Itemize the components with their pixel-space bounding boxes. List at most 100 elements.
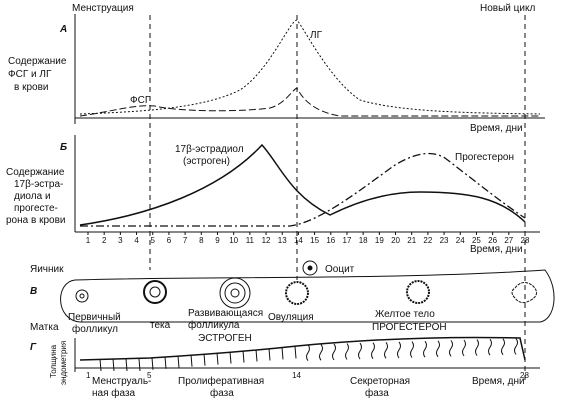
day-label: 11: [246, 236, 255, 245]
y-label: 17β-эстра-: [14, 179, 63, 190]
day-label: 12: [262, 236, 271, 245]
follicle: [143, 280, 167, 304]
day-label: 13: [278, 236, 287, 245]
gland: [99, 358, 102, 372]
fsh-curve: [79, 87, 540, 117]
gland: [332, 343, 336, 361]
gland: [281, 347, 284, 360]
gland: [216, 352, 219, 365]
follicle: [149, 286, 161, 298]
gland: [371, 342, 375, 360]
y-label: Содержание: [8, 56, 67, 67]
label: тека: [150, 320, 171, 331]
day-label: 8: [199, 236, 204, 245]
gland: [410, 341, 414, 358]
follicle: [79, 293, 85, 299]
day-label: 14: [294, 236, 303, 245]
gland: [319, 343, 323, 361]
follicle: [230, 288, 240, 298]
label: Ооцит: [325, 264, 355, 275]
x-label: Время, дни: [470, 123, 523, 134]
day-label: 24: [456, 236, 465, 245]
gland: [462, 339, 466, 357]
gland: [203, 353, 206, 366]
label: ЭСТРОГЕН: [198, 333, 252, 344]
label: Пролиферативная: [178, 375, 264, 387]
letter: А: [59, 24, 67, 35]
label: Развивающаяся: [188, 308, 263, 319]
endometrium: [79, 336, 526, 361]
label: Новый цикл: [480, 3, 535, 14]
gland: [514, 338, 518, 355]
gland: [294, 346, 297, 359]
gland: [177, 355, 180, 368]
gland: [488, 338, 492, 356]
gland: [306, 344, 310, 361]
day-label: 18: [359, 236, 368, 245]
label: Овуляция: [268, 312, 314, 323]
y-label: рона в крови: [6, 215, 65, 226]
gland: [358, 342, 362, 360]
y-label: Толщина: [49, 344, 58, 378]
day-label: 3: [118, 236, 123, 245]
day-mark: 14: [292, 371, 301, 380]
gland: [384, 342, 388, 359]
letter: Г: [30, 342, 37, 353]
follicle: [75, 289, 89, 303]
gland: [449, 340, 453, 357]
day-label: 26: [488, 236, 497, 245]
label: ФСГ: [130, 95, 151, 106]
label: Менструация: [72, 3, 134, 14]
ovary-shape: [60, 269, 555, 323]
day-label: 4: [134, 236, 139, 245]
gland: [138, 358, 141, 372]
day-label: 23: [440, 236, 449, 245]
gland: [242, 350, 245, 363]
day-label: 19: [375, 236, 384, 245]
gland: [423, 340, 427, 358]
day-label: 15: [310, 236, 319, 245]
gland: [164, 356, 167, 369]
day-label: 5: [151, 236, 156, 245]
y-label: Содержание: [6, 167, 65, 178]
label: ЛГ: [310, 30, 323, 41]
day-label: 20: [391, 236, 400, 245]
x-label: Время, дни: [470, 244, 523, 255]
gland: [501, 338, 505, 356]
day-label: 27: [504, 236, 513, 245]
day-label: 7: [183, 236, 188, 245]
day-label: 10: [229, 236, 238, 245]
gland: [436, 340, 440, 358]
label: Секреторная: [350, 376, 410, 387]
follicle: [219, 277, 251, 309]
day-label: 17: [343, 236, 352, 245]
day-label: 22: [423, 236, 432, 245]
day-label: 28: [521, 236, 530, 245]
lh-curve: [79, 19, 541, 115]
y-label: эндометрия: [59, 341, 68, 385]
gland: [112, 358, 115, 372]
day-label: 25: [472, 236, 481, 245]
label: фаза: [365, 387, 389, 399]
gland: [190, 354, 193, 367]
label: ная фаза: [92, 387, 136, 399]
label: Первичный: [68, 312, 121, 323]
oocyte-icon: [302, 260, 318, 276]
label: Матка: [30, 322, 59, 333]
corpus-luteum: [406, 280, 430, 304]
gland: [255, 349, 258, 362]
label: 17β-эстрадиол: [175, 144, 244, 155]
day-label: 16: [326, 236, 335, 245]
gland: [475, 339, 479, 356]
label: (эстроген): [183, 156, 230, 167]
x-label: Время, дни: [472, 376, 525, 387]
gland: [397, 341, 401, 359]
oocyte-icon: [307, 265, 313, 271]
label: Яичник: [30, 264, 64, 275]
day-mark: 5: [147, 371, 152, 380]
y-label: прогесте-: [14, 203, 58, 214]
gland: [268, 348, 271, 361]
label: Желтое тело: [375, 309, 435, 320]
label: Менструаль-: [92, 376, 151, 387]
